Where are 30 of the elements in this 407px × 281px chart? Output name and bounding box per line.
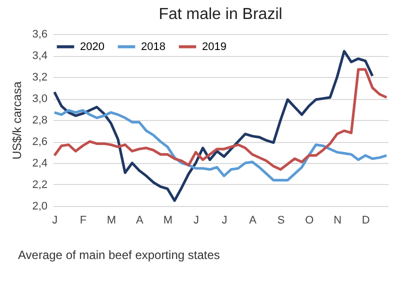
x-tick-label: D [362,214,370,226]
y-tick-label: 3,6 [32,28,48,40]
x-tick-label: N [334,214,342,226]
y-tick-label: 2,2 [32,179,48,191]
x-tick-label: A [136,214,144,226]
x-tick-label: S [277,214,285,226]
x-tick-label: J [52,214,58,226]
line-series [53,109,388,182]
x-tick-label: O [305,214,314,226]
x-tick-label: M [106,214,116,226]
x-tick-label: M [163,214,173,226]
x-tick-label: F [80,214,87,226]
x-tick-label: J [194,214,200,226]
line-series [53,68,388,171]
y-tick-label: 2,8 [32,114,48,126]
x-tick-label: A [249,214,258,226]
y-tick-label: 3,2 [32,72,48,84]
y-tick-label: 3,4 [32,50,48,62]
y-axis-title: US$/k carcasa [10,81,24,160]
y-tick-label: 3,0 [32,93,48,105]
line-series [53,50,374,202]
y-tick-label: 2,4 [32,158,48,170]
y-tick-label: 2,0 [32,200,48,212]
chart-title: Fat male in Brazil [158,6,282,23]
y-tick-label: 2,6 [32,136,48,148]
legend-label: 2020 [80,40,104,53]
text: Average of main beef exporting states [18,248,220,262]
legend-label: 2019 [202,40,226,53]
x-tick-label: J [222,214,228,226]
legend-label: 2018 [141,40,166,53]
